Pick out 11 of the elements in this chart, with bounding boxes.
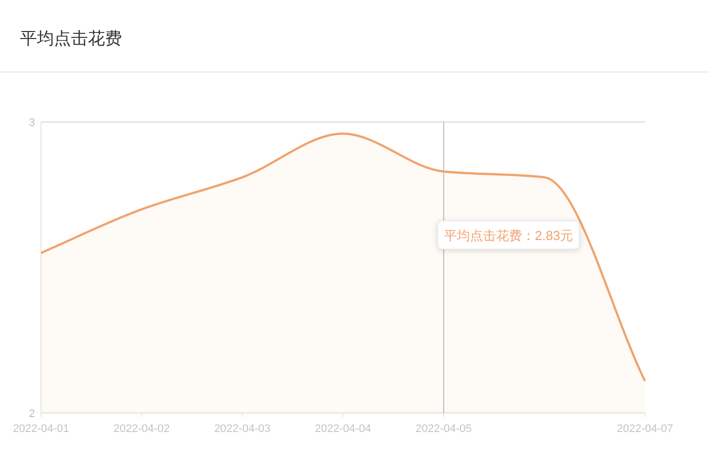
x-tick-label: 2022-04-04 xyxy=(314,423,372,435)
x-tick-label: 2022-04-05 xyxy=(416,423,472,435)
x-tick-label: 2022-04-01 xyxy=(12,423,70,435)
x-tick-label: 2022-04-02 xyxy=(114,423,170,435)
x-tick-label: 2022-04-03 xyxy=(214,423,270,435)
tooltip: 平均点击花费：2.83元 xyxy=(437,220,580,250)
y-tick-label: 2 xyxy=(28,408,35,420)
title: 平均点击花费 xyxy=(20,29,122,48)
annotation: 平均点击花费：2.83元 xyxy=(444,228,574,243)
x-tick-label: 2022-04-07 xyxy=(616,423,674,435)
y-tick-label: 3 xyxy=(28,117,35,129)
